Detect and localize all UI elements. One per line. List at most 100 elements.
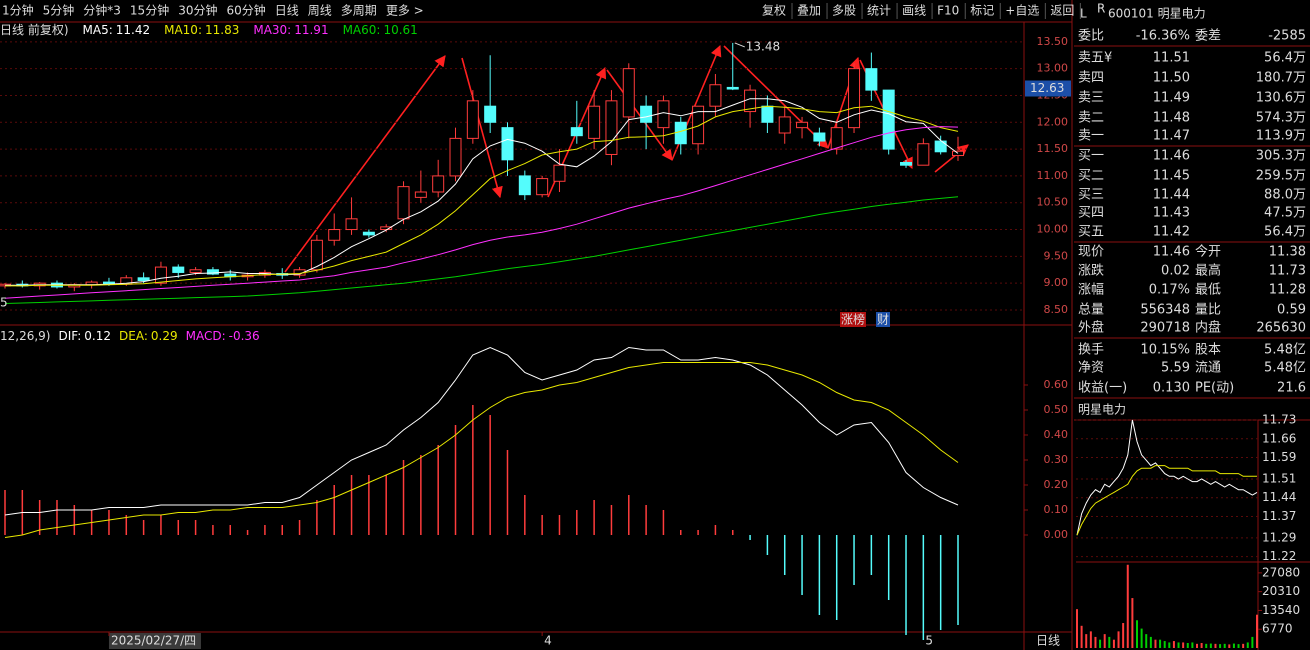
candle-body [414, 191, 427, 198]
candle-body [934, 140, 947, 153]
quote-value: 11.50 [1153, 71, 1190, 86]
y-tick-label: 13.50 [1037, 35, 1069, 48]
candle-body [206, 269, 219, 275]
quote-value: 56.4万 [1264, 51, 1306, 66]
high-label: 13.48 [746, 39, 780, 53]
y-tick-label: 11.44 [1262, 490, 1296, 504]
candle-body [605, 100, 618, 155]
badge [876, 312, 890, 327]
candle-body [536, 178, 549, 196]
quote-label: 卖一 [1078, 129, 1104, 144]
quote-label: 流通 [1195, 361, 1221, 376]
y-tick-label: 0.40 [1044, 428, 1069, 441]
quote-label: 买五 [1078, 225, 1104, 240]
y-tick-label: 11.51 [1262, 471, 1296, 485]
badge-label: 涨榜 [841, 312, 865, 327]
period-tab[interactable]: 30分钟 [178, 3, 217, 18]
quote-value: 0.17% [1149, 283, 1190, 298]
quote-label: 卖二 [1078, 111, 1104, 126]
period-tab[interactable]: 周线 [308, 4, 332, 18]
y-tick-label: 0.00 [1044, 528, 1069, 541]
date-box [108, 633, 201, 649]
quote-label: 买一 [1078, 149, 1104, 164]
candle-body [692, 105, 705, 145]
y-tick-label: 10.00 [1037, 223, 1069, 236]
quote-label: 买二 [1078, 169, 1104, 184]
ma-line [4, 196, 959, 304]
tag: R [1097, 2, 1105, 16]
chart-title: 12,26,9) [0, 329, 50, 343]
legend-name: MA60: [343, 23, 381, 37]
quote-value: 5.59 [1161, 361, 1190, 376]
candle-body [570, 127, 583, 137]
y-tick-label: 11.29 [1262, 530, 1296, 544]
candle-body [674, 121, 687, 145]
quote-value: 556348 [1140, 303, 1190, 318]
quote-label: 卖四 [1078, 71, 1104, 86]
toolbar-button[interactable]: F10 [937, 4, 959, 18]
quote-label: 买三 [1078, 188, 1104, 203]
quote-label: 内盘 [1195, 320, 1221, 336]
toolbar-button[interactable]: 返回 [1050, 4, 1074, 18]
toolbar-button[interactable]: 统计 [867, 4, 891, 18]
y-tick-label: 11.22 [1262, 549, 1296, 563]
y-tick-label: 0.60 [1044, 378, 1069, 391]
period-tab[interactable]: 5分钟 [43, 3, 75, 18]
toolbar-button[interactable]: 画线 [902, 4, 926, 18]
period-tab[interactable]: 60分钟 [226, 3, 265, 18]
toolbar-button[interactable]: +自选 [1005, 4, 1039, 18]
toolbar-button[interactable]: 标记 [970, 4, 994, 18]
toolbar-button[interactable]: 多股 [832, 4, 856, 18]
quote-value: 11.49 [1153, 91, 1190, 106]
y-tick-label: 0.50 [1044, 403, 1069, 416]
ma-line [5, 98, 959, 286]
period-tab[interactable]: 分钟*3 [83, 3, 121, 18]
toolbar-button[interactable]: 叠加 [797, 4, 821, 18]
candle-body [865, 68, 878, 91]
cursor-price: 12.63 [1030, 81, 1064, 95]
legend-value: 11.42 [116, 23, 150, 37]
candle-body [657, 100, 670, 129]
candle-body [189, 269, 202, 273]
y-tick-label: 0.30 [1044, 453, 1069, 466]
quote-value: 5.48亿 [1264, 361, 1306, 376]
quote-value: 11.28 [1269, 283, 1306, 298]
candle-body [501, 127, 514, 161]
period-tab[interactable]: 多周期 [341, 4, 377, 18]
quote-value: 11.48 [1153, 111, 1190, 126]
x-tick-label: 5 [925, 634, 933, 648]
quote-value: 290718 [1140, 321, 1190, 336]
quote-label: 今开 [1195, 244, 1221, 260]
quote-value: 11.46 [1153, 245, 1190, 260]
quote-value: 574.3万 [1256, 111, 1306, 126]
flag: L [1080, 7, 1087, 21]
quote-value: 11.51 [1153, 51, 1190, 66]
quote-value: 10.15% [1140, 343, 1190, 358]
quote-label: 净资 [1078, 361, 1104, 376]
period-tab[interactable]: 更多 > [386, 4, 424, 18]
legend-name: MA30: [253, 23, 291, 37]
toolbar-button[interactable]: 复权 [762, 4, 786, 18]
period-tab[interactable]: 日线 [275, 4, 299, 18]
quote-value: 47.5万 [1264, 206, 1306, 221]
candle-body [778, 116, 791, 134]
x-tick-label: 4 [544, 634, 552, 648]
candle-body [726, 86, 739, 90]
quote-value: 113.9万 [1256, 129, 1306, 144]
quote-value: 259.5万 [1256, 169, 1306, 184]
period-tab[interactable]: 15分钟 [130, 3, 169, 18]
y-tick-label: 20310 [1262, 584, 1300, 598]
period-tab[interactable]: 1分钟 [2, 3, 34, 18]
candle-body [345, 218, 358, 231]
y-tick-label: 11.37 [1262, 509, 1296, 523]
candle-body [917, 143, 930, 166]
quote-value: 11.44 [1153, 188, 1190, 203]
legend-value: 11.91 [294, 23, 328, 37]
legend-value: 0.29 [151, 329, 178, 343]
legend-name: MA10: [164, 23, 202, 37]
candle-body [432, 175, 445, 193]
quote-label: 量比 [1195, 303, 1221, 318]
legend-name: DEA: [119, 329, 148, 343]
